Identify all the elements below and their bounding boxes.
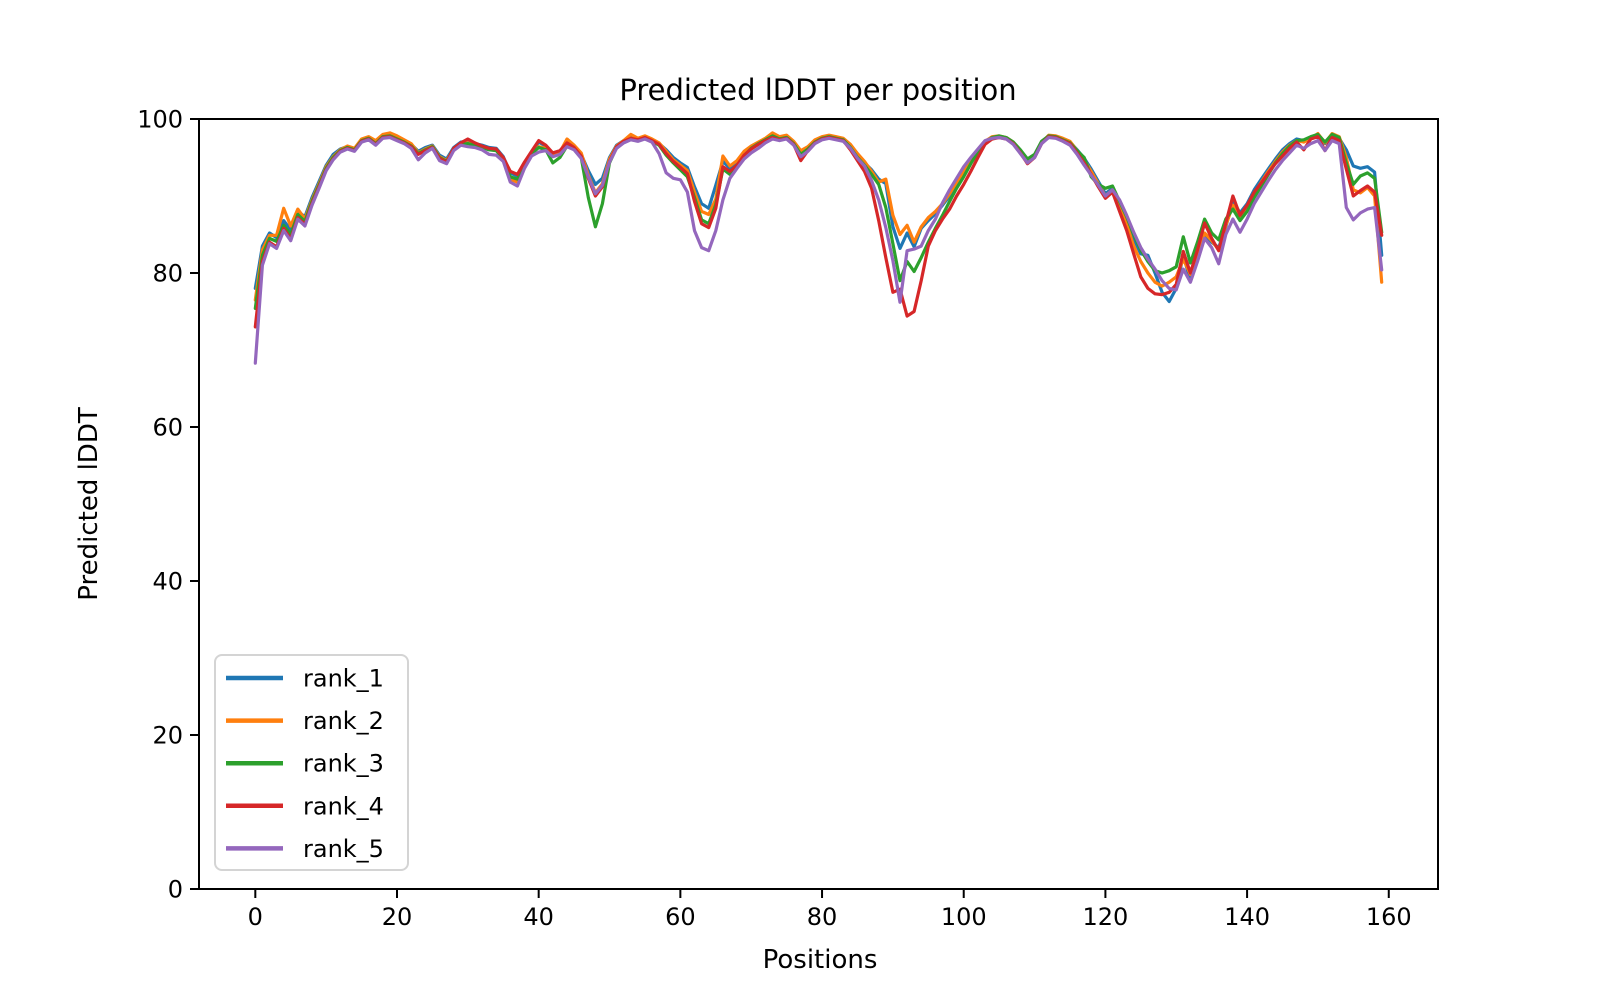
y-axis-ticks: 0 20 40 60 80 100	[137, 106, 199, 904]
x-tick-label: 60	[665, 903, 696, 931]
y-tick-label: 60	[152, 414, 183, 442]
legend: rank_1 rank_2 rank_3 rank_4 rank_5	[214, 654, 409, 871]
x-tick-label: 20	[382, 903, 413, 931]
x-tick-label: 120	[1082, 903, 1128, 931]
series-line-rank_5	[253, 135, 1384, 365]
y-tick-label: 80	[152, 260, 183, 288]
legend-label-rank_4: rank_4	[303, 792, 384, 820]
series-line-rank_3	[253, 132, 1384, 310]
x-tick-label: 80	[807, 903, 838, 931]
series-line-rank_2	[253, 131, 1384, 302]
y-axis-label: Predicted lDDT	[74, 407, 104, 601]
x-axis-ticks: 0 20 40 60 80 100 120 140 160	[248, 889, 1412, 931]
y-tick-label: 0	[168, 876, 183, 904]
legend-box	[214, 654, 409, 871]
x-tick-label: 0	[248, 903, 263, 931]
y-tick-label: 100	[137, 106, 183, 134]
series-lines	[253, 131, 1384, 365]
chart-title: Predicted lDDT per position	[619, 73, 1016, 107]
x-tick-label: 160	[1366, 903, 1412, 931]
y-tick-label: 20	[152, 722, 183, 750]
plot-frame	[198, 118, 1439, 890]
legend-label-rank_5: rank_5	[303, 835, 384, 863]
x-tick-label: 100	[941, 903, 987, 931]
legend-label-rank_2: rank_2	[303, 707, 384, 735]
legend-label-rank_3: rank_3	[303, 750, 384, 778]
legend-label-rank_1: rank_1	[303, 665, 384, 693]
x-tick-label: 140	[1224, 903, 1270, 931]
series-line-rank_1	[253, 133, 1384, 304]
x-axis-label: Positions	[763, 945, 878, 975]
x-tick-label: 40	[523, 903, 554, 931]
y-tick-label: 40	[152, 568, 183, 596]
